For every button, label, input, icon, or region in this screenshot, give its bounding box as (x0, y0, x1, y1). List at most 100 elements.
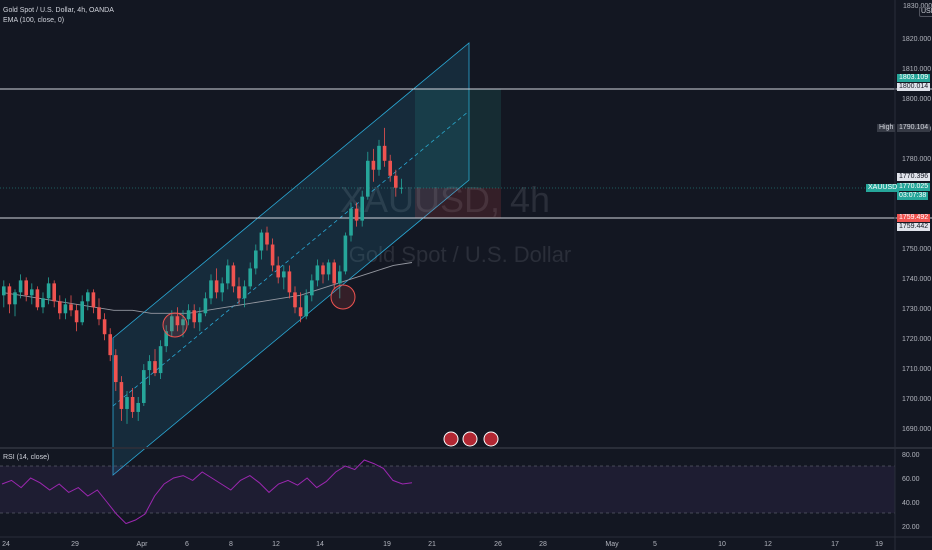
candle-body (343, 235, 348, 272)
candle-body (175, 316, 180, 326)
candle-body (2, 286, 6, 296)
candle-body (52, 283, 56, 302)
candle-body (63, 304, 68, 314)
candle-body (74, 310, 79, 323)
candle-body (46, 283, 51, 299)
flag-icon[interactable] (443, 431, 459, 447)
candle-body (394, 175, 398, 188)
candle-body (86, 292, 90, 302)
high-label: High (877, 124, 896, 132)
candle-body (310, 280, 314, 296)
candle-body (399, 187, 404, 189)
candle-body (41, 298, 45, 308)
target-zone (415, 89, 501, 188)
indicator-legend[interactable]: EMA (100, close, 0) (3, 17, 65, 24)
last-price-tag: 1770.025 (897, 183, 931, 191)
event-flags[interactable] (443, 431, 499, 447)
candle-body (198, 313, 202, 323)
rsi-legend[interactable]: RSI (14, close) (3, 454, 50, 461)
countdown-tag: 03:07:38 (897, 192, 929, 200)
price-tick-label: 1780.000 (902, 156, 931, 163)
rsi-tick-label: 40.00 (902, 500, 920, 507)
time-tick-label: 24 (2, 541, 10, 548)
price-tick-label: 1740.000 (902, 276, 931, 283)
candle-body (242, 286, 247, 299)
candle-body (282, 271, 286, 278)
time-tick-label: 28 (539, 541, 547, 548)
candle-body (209, 280, 213, 299)
candle-body (170, 316, 174, 332)
rsi-tick-label: 80.00 (902, 452, 920, 459)
candle-body (326, 262, 331, 275)
channel-midline (112, 110, 470, 407)
candle-body (377, 145, 381, 170)
time-tick-label: 12 (764, 541, 772, 548)
rsi-axis[interactable]: 80.00 60.00 40.00 20.00 (902, 452, 920, 531)
candle-body (119, 382, 124, 409)
candle-body (248, 268, 252, 287)
candle-body (181, 319, 185, 326)
candle-body (203, 298, 208, 314)
flag-icon[interactable] (462, 431, 478, 447)
candle-body (315, 265, 320, 281)
time-tick-label: Apr (137, 541, 149, 548)
candle-body (80, 301, 84, 323)
price-tick-label: 1730.000 (902, 306, 931, 313)
candle-body (259, 232, 264, 251)
candle-body (276, 265, 280, 278)
candle-body (18, 280, 23, 293)
candle-body (293, 292, 297, 308)
price-tick-label: 1710.000 (902, 366, 931, 373)
rsi-tick-label: 20.00 (902, 524, 920, 531)
candle-body (153, 361, 157, 374)
resistance-tag-a: 1803.109 (897, 74, 931, 82)
candle-body (186, 310, 191, 320)
price-tick-label: 1800.000 (902, 96, 931, 103)
high-tag: 1790.104 (897, 124, 931, 132)
symbol-legend[interactable]: Gold Spot / U.S. Dollar, 4h, OANDA (3, 7, 114, 14)
resistance-tag-b: 1800.014 (897, 83, 931, 91)
candle-body (371, 160, 376, 170)
candle-body (237, 286, 241, 299)
candle-body (91, 292, 96, 308)
candle-body (388, 160, 392, 176)
candle-body (254, 250, 258, 269)
candle-body (332, 262, 336, 284)
candle-body (30, 289, 34, 296)
time-tick-label: 19 (383, 541, 391, 548)
price-tick-label: 1820.000 (902, 36, 931, 43)
candle-body (220, 283, 224, 293)
candle-body (231, 265, 236, 287)
candle-body (164, 331, 168, 347)
time-tick-label: 19 (875, 541, 883, 548)
candle-body (147, 361, 152, 371)
price-tick-label: 1700.000 (902, 396, 931, 403)
last-tag-a: 1770.396 (897, 173, 931, 181)
time-axis[interactable]: 24 29 Apr 6 8 12 14 19 21 26 28 May 5 10 12 17 19 (2, 541, 883, 548)
symbol-label: XAUUSD (866, 184, 900, 192)
price-tick-label: 1810.000 (902, 66, 931, 73)
candle-body (142, 370, 146, 403)
candle-body (35, 289, 40, 308)
currency-badge[interactable]: USD (919, 7, 932, 17)
candle-body (304, 295, 308, 317)
touch-circle-2 (330, 284, 356, 310)
candle-body (130, 397, 135, 412)
price-axis[interactable]: 1820.0001810.0001800.0001790.0001780.000… (902, 36, 931, 433)
flag-icon[interactable] (483, 431, 499, 447)
candle-body (7, 286, 12, 305)
candle-body (366, 160, 370, 197)
price-tick-label: 1720.000 (902, 336, 931, 343)
price-axis-top-label: 1830.000 (903, 3, 932, 10)
watermark-name: Gold Spot / U.S. Dollar (349, 242, 572, 267)
time-tick-label: 5 (653, 541, 657, 548)
candle-body (108, 334, 112, 356)
time-tick-label: 17 (831, 541, 839, 548)
time-tick-label: 29 (71, 541, 79, 548)
candle-body (125, 397, 129, 409)
support-tag-b: 1759.442 (897, 223, 931, 231)
candle-body (24, 280, 28, 296)
candle-body (226, 265, 230, 284)
price-tick-label: 1690.000 (902, 426, 931, 433)
